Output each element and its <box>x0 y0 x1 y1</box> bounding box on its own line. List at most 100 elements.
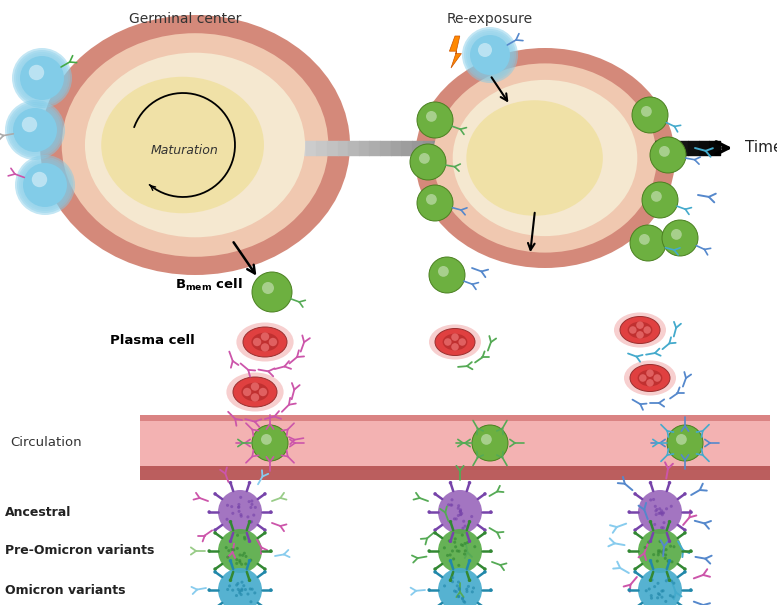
Circle shape <box>483 492 486 495</box>
Bar <box>140 415 770 470</box>
Circle shape <box>462 544 465 547</box>
Circle shape <box>669 594 672 597</box>
Circle shape <box>489 549 493 553</box>
Circle shape <box>653 505 657 508</box>
Circle shape <box>457 581 460 584</box>
Circle shape <box>461 534 464 537</box>
Circle shape <box>659 511 662 514</box>
Circle shape <box>464 549 467 552</box>
Circle shape <box>452 557 455 560</box>
Circle shape <box>236 534 239 537</box>
Circle shape <box>453 517 456 520</box>
Circle shape <box>459 509 462 513</box>
Circle shape <box>250 500 253 503</box>
Circle shape <box>434 531 437 535</box>
Circle shape <box>252 425 288 461</box>
Circle shape <box>240 589 243 592</box>
Circle shape <box>450 503 453 506</box>
Circle shape <box>449 559 452 563</box>
Circle shape <box>261 434 272 445</box>
Circle shape <box>218 529 262 573</box>
Circle shape <box>657 582 660 585</box>
Ellipse shape <box>434 64 657 253</box>
Circle shape <box>664 600 667 603</box>
Circle shape <box>470 35 510 75</box>
Circle shape <box>251 587 254 590</box>
Circle shape <box>471 590 474 594</box>
Circle shape <box>239 561 242 564</box>
Circle shape <box>460 543 463 546</box>
Ellipse shape <box>614 312 666 347</box>
Circle shape <box>683 492 687 495</box>
Circle shape <box>667 560 670 563</box>
Circle shape <box>12 48 72 108</box>
Ellipse shape <box>620 316 660 344</box>
Circle shape <box>11 106 59 154</box>
Circle shape <box>660 526 663 529</box>
Circle shape <box>454 537 457 540</box>
Circle shape <box>417 185 453 221</box>
Circle shape <box>657 551 660 554</box>
Ellipse shape <box>435 329 475 356</box>
Circle shape <box>463 601 466 604</box>
Circle shape <box>235 594 238 597</box>
Circle shape <box>457 595 460 598</box>
Circle shape <box>235 583 239 587</box>
Circle shape <box>633 492 637 495</box>
Circle shape <box>228 578 232 582</box>
Circle shape <box>650 597 653 600</box>
Ellipse shape <box>466 100 603 216</box>
Circle shape <box>248 481 251 485</box>
Circle shape <box>671 560 674 563</box>
Circle shape <box>458 510 462 513</box>
Circle shape <box>232 512 235 515</box>
Circle shape <box>427 510 431 514</box>
Ellipse shape <box>453 80 637 236</box>
Circle shape <box>633 570 637 574</box>
Circle shape <box>639 234 650 245</box>
Circle shape <box>628 549 631 553</box>
Circle shape <box>649 520 652 523</box>
Circle shape <box>261 332 269 341</box>
Circle shape <box>647 541 650 544</box>
Circle shape <box>665 507 668 511</box>
Text: Circulation: Circulation <box>10 436 82 449</box>
Circle shape <box>263 528 267 532</box>
Circle shape <box>434 528 437 532</box>
Circle shape <box>253 591 256 595</box>
Circle shape <box>457 595 460 598</box>
Circle shape <box>244 588 247 591</box>
Circle shape <box>448 539 451 543</box>
Circle shape <box>252 272 292 312</box>
Circle shape <box>652 553 655 556</box>
Circle shape <box>7 102 63 158</box>
Circle shape <box>658 549 661 552</box>
Circle shape <box>453 541 456 544</box>
Circle shape <box>263 570 267 574</box>
Circle shape <box>263 492 267 495</box>
Circle shape <box>434 492 437 495</box>
Circle shape <box>650 594 653 597</box>
Circle shape <box>468 559 472 563</box>
Circle shape <box>643 326 651 334</box>
Circle shape <box>410 144 446 180</box>
Circle shape <box>654 509 657 512</box>
Circle shape <box>472 425 508 461</box>
Circle shape <box>417 102 453 138</box>
Circle shape <box>214 570 217 574</box>
Circle shape <box>458 588 461 591</box>
Circle shape <box>16 52 68 104</box>
Circle shape <box>245 555 248 558</box>
Circle shape <box>448 554 451 557</box>
Circle shape <box>655 508 658 511</box>
Circle shape <box>465 590 469 593</box>
Circle shape <box>457 564 460 567</box>
Circle shape <box>239 495 242 499</box>
Circle shape <box>633 567 637 571</box>
Circle shape <box>226 504 229 507</box>
Text: Omicron variants: Omicron variants <box>5 583 126 597</box>
Circle shape <box>658 507 661 511</box>
Circle shape <box>249 600 253 603</box>
Circle shape <box>243 537 246 540</box>
Circle shape <box>434 570 437 574</box>
